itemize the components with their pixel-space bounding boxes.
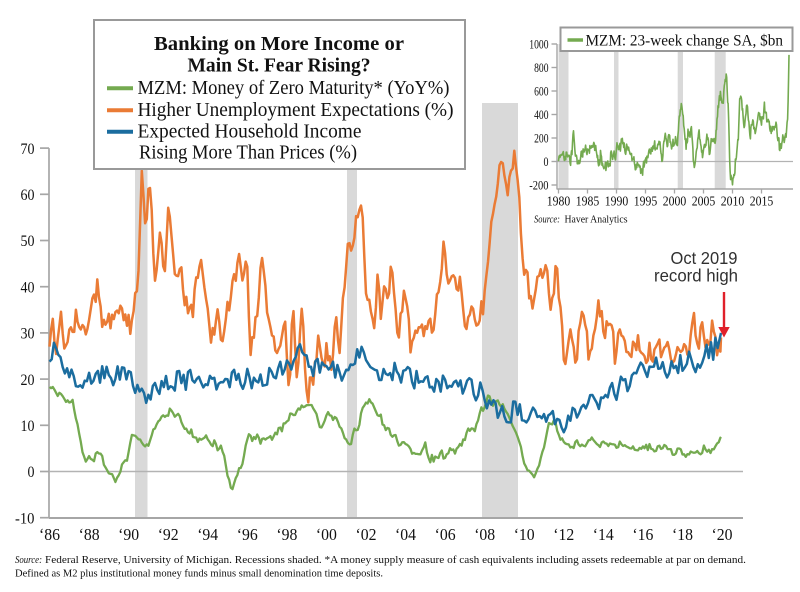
svg-text:Expected Household Income: Expected Household Income: [138, 122, 362, 143]
svg-text:10: 10: [21, 418, 35, 435]
svg-text:‘92: ‘92: [158, 525, 179, 544]
svg-text:‘94: ‘94: [197, 525, 218, 544]
svg-text:1985: 1985: [576, 195, 600, 210]
svg-text:1980: 1980: [547, 195, 571, 210]
svg-text:0: 0: [28, 464, 35, 481]
svg-text:Source:: Source:: [15, 554, 42, 566]
svg-text:‘98: ‘98: [276, 525, 297, 544]
svg-text:40: 40: [21, 279, 35, 296]
svg-text:1995: 1995: [634, 195, 658, 210]
svg-text:‘14: ‘14: [593, 525, 614, 544]
svg-text:50: 50: [21, 233, 35, 250]
svg-text:‘02: ‘02: [356, 525, 377, 544]
svg-text:2005: 2005: [692, 195, 716, 210]
svg-text:‘16: ‘16: [632, 525, 653, 544]
svg-text:‘04: ‘04: [395, 525, 416, 544]
svg-text:‘90: ‘90: [118, 525, 139, 544]
svg-text:30: 30: [21, 326, 35, 343]
svg-text:‘12: ‘12: [553, 525, 574, 544]
svg-text:20: 20: [21, 372, 35, 389]
svg-text:Source:: Source:: [534, 214, 560, 226]
svg-text:‘88: ‘88: [79, 525, 100, 544]
svg-text:400: 400: [534, 107, 548, 122]
svg-text:‘86: ‘86: [39, 525, 60, 544]
svg-text:Defined as M2 plus institution: Defined as M2 plus institutional money f…: [15, 568, 383, 580]
svg-text:0: 0: [544, 154, 549, 169]
svg-text:Main St. Fear Rising?: Main St. Fear Rising?: [188, 55, 371, 77]
svg-text:‘20: ‘20: [712, 525, 733, 544]
svg-text:2010: 2010: [721, 195, 745, 210]
svg-text:60: 60: [21, 187, 35, 204]
svg-text:‘10: ‘10: [514, 525, 535, 544]
svg-text:‘00: ‘00: [316, 525, 337, 544]
svg-text:Rising More Than Prices (%): Rising More Than Prices (%): [139, 143, 357, 164]
svg-text:MZM: Money of Zero Maturity* (: MZM: Money of Zero Maturity* (YoY%): [138, 78, 450, 99]
svg-text:Haver Analytics: Haver Analytics: [565, 214, 628, 226]
svg-text:1000: 1000: [529, 37, 548, 52]
svg-text:-200: -200: [529, 178, 548, 193]
svg-text:200: 200: [534, 131, 548, 146]
svg-text:Oct 2019: Oct 2019: [671, 248, 738, 268]
svg-text:Federal Reserve, University of: Federal Reserve, University of Michigan.…: [45, 554, 746, 566]
svg-text:600: 600: [534, 84, 548, 99]
svg-text:800: 800: [534, 60, 548, 75]
svg-text:70: 70: [21, 141, 35, 158]
svg-text:Higher Unemployment Expectatio: Higher Unemployment Expectations (%): [138, 100, 454, 121]
svg-text:-10: -10: [15, 510, 35, 527]
svg-text:record high: record high: [654, 266, 738, 286]
svg-text:‘18: ‘18: [672, 525, 693, 544]
svg-text:2015: 2015: [750, 195, 774, 210]
svg-text:‘08: ‘08: [474, 525, 495, 544]
svg-text:1990: 1990: [605, 195, 629, 210]
svg-text:2000: 2000: [663, 195, 687, 210]
svg-text:Banking on More Income or: Banking on More Income or: [154, 33, 404, 55]
svg-text:‘06: ‘06: [435, 525, 456, 544]
svg-text:‘96: ‘96: [237, 525, 258, 544]
svg-text:MZM: 23-week change SA, $bn: MZM: 23-week change SA, $bn: [586, 32, 784, 49]
